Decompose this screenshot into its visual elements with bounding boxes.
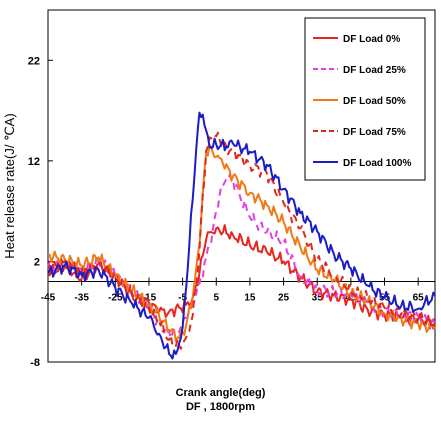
- x-axis-label: Crank angle(deg): [175, 387, 266, 399]
- y-ticks: -8 2 12 22: [28, 55, 53, 369]
- legend-label: DF Load 0%: [343, 34, 400, 45]
- x-tick-label: -45: [41, 293, 56, 304]
- legend-label: DF Load 100%: [343, 158, 411, 169]
- y-tick-label: 2: [34, 256, 40, 268]
- legend: DF Load 0% DF Load 25% DF Load 50% DF Load …: [304, 17, 426, 181]
- legend-label: DF Load 75%: [343, 127, 406, 138]
- y-tick-label: -8: [30, 357, 40, 369]
- y-tick-label: 12: [28, 156, 40, 168]
- series-line: [47, 131, 436, 350]
- x-tick-label: -15: [142, 293, 157, 304]
- x-axis-sublabel: DF , 1800rpm: [185, 401, 256, 413]
- legend-label: DF Load 25%: [343, 65, 406, 76]
- series-lines: [47, 111, 436, 360]
- legend-label: DF Load 50%: [343, 96, 406, 107]
- y-axis-label: Heat release rate(J/ ℃A): [2, 113, 17, 258]
- x-tick-label: 35: [312, 293, 324, 304]
- x-tick-label: -35: [74, 293, 89, 304]
- series-line: [47, 111, 436, 360]
- x-tick-label: 25: [278, 293, 290, 304]
- x-tick-label: 15: [244, 293, 256, 304]
- y-tick-label: 22: [28, 55, 40, 67]
- plot-frame: [47, 9, 436, 363]
- x-tick-label: -5: [178, 293, 187, 304]
- x-tick-label: -25: [108, 293, 123, 304]
- x-tick-label: 5: [213, 293, 219, 304]
- x-tick-label: 65: [413, 293, 425, 304]
